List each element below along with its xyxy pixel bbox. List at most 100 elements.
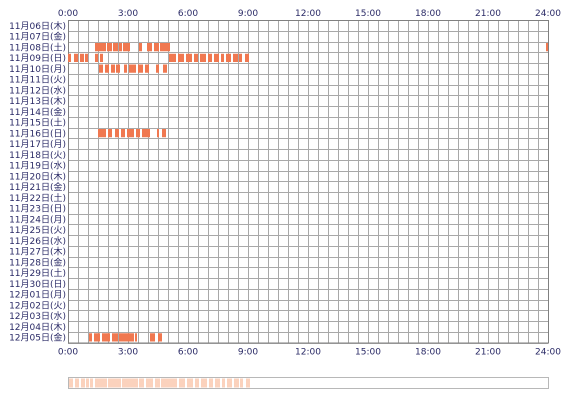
activity-bar <box>136 129 140 138</box>
activity-bar <box>135 333 137 342</box>
summary-shade <box>179 378 185 388</box>
x-tick-label-top: 9:00 <box>238 9 258 19</box>
x-tick-label-top: 15:00 <box>355 9 381 19</box>
activity-bars <box>68 43 548 342</box>
activity-bar <box>95 43 106 52</box>
summary-shade <box>122 378 138 388</box>
x-tick-label-bottom: 24:00 <box>535 348 561 358</box>
activity-bar <box>119 43 122 52</box>
date-label: 11月29日(土) <box>9 267 66 279</box>
date-label: 11月23日(日) <box>9 204 66 215</box>
summary-strip-frame <box>68 377 549 389</box>
activity-bar <box>95 53 98 62</box>
activity-bar <box>162 129 166 138</box>
activity-bar <box>105 64 109 73</box>
date-label: 11月30日(日) <box>9 279 66 290</box>
activity-bar <box>116 64 120 73</box>
summary-shade <box>215 378 220 388</box>
plot-border <box>68 20 549 344</box>
activity-bar <box>239 53 242 62</box>
activity-bar <box>226 53 231 62</box>
activity-bar <box>138 64 143 73</box>
top-time-axis: 0:00 3:00 6:00 9:00 12:00 15:00 18:00 21:00 24:0… <box>58 9 561 19</box>
activity-bar <box>123 43 130 52</box>
date-label: 12月01日(月) <box>9 290 66 301</box>
date-label: 12月05日(金) <box>9 332 66 344</box>
x-tick-label-bottom: 18:00 <box>415 348 441 358</box>
activity-bar <box>107 43 112 52</box>
activity-bar <box>147 43 152 52</box>
summary-shade <box>222 378 225 388</box>
date-label: 11月28日(金) <box>9 256 66 268</box>
date-label: 11月08日(土) <box>9 41 66 53</box>
activity-bar <box>127 129 134 138</box>
x-tick-label-top: 6:00 <box>178 9 198 19</box>
activity-bar <box>145 64 149 73</box>
date-label: 11月11日(火) <box>9 75 66 86</box>
date-label: 11月09日(日) <box>9 53 66 64</box>
date-labels: 11月06日(木)11月07日(金)11月08日(土)11月09日(日)11月1… <box>9 20 66 344</box>
activity-bar <box>112 333 118 342</box>
x-tick-label-bottom: 12:00 <box>295 348 321 358</box>
activity-bar <box>121 129 125 138</box>
x-tick-label-top: 21:00 <box>475 9 501 19</box>
summary-shade <box>227 378 232 388</box>
summary-shade <box>209 378 213 388</box>
activity-bar <box>178 53 184 62</box>
x-tick-label-bottom: 21:00 <box>475 348 501 358</box>
date-label: 11月16日(日) <box>9 128 66 139</box>
x-tick-label-top: 0:00 <box>58 9 78 19</box>
summary-strip <box>68 377 549 389</box>
summary-shade <box>139 378 144 388</box>
summary-shade <box>161 378 171 388</box>
date-label: 12月03日(水) <box>9 310 66 322</box>
activity-bar <box>142 129 150 138</box>
x-tick-label-top: 24:00 <box>535 9 561 19</box>
summary-shade <box>246 378 250 388</box>
date-label: 11月06日(木) <box>9 20 66 32</box>
summary-shade <box>187 378 193 388</box>
date-label: 11月10日(月) <box>9 64 66 75</box>
date-label: 12月04日(木) <box>9 321 66 333</box>
date-label: 11月24日(月) <box>9 214 66 225</box>
date-label: 11月27日(木) <box>9 246 66 258</box>
date-label: 11月19日(水) <box>9 160 66 172</box>
activity-bar <box>80 53 84 62</box>
summary-shade <box>90 378 93 388</box>
date-label: 11月22日(土) <box>9 192 66 204</box>
activity-bar <box>233 53 238 62</box>
activity-bar <box>111 64 115 73</box>
bottom-time-axis: 0:00 3:00 6:00 9:00 12:00 15:00 18:00 21:00 24:0… <box>58 348 561 358</box>
date-label: 12月02日(火) <box>9 300 66 311</box>
activity-bar <box>102 333 110 342</box>
activity-bar <box>157 129 159 138</box>
activity-bar <box>160 43 170 52</box>
activity-bar <box>68 53 71 62</box>
activity-bar <box>139 43 142 52</box>
activity-bar <box>163 64 167 73</box>
activity-bar <box>85 53 88 62</box>
date-label: 11月21日(金) <box>9 181 66 193</box>
date-label: 11月13日(木) <box>9 95 66 107</box>
activity-bar <box>119 333 134 342</box>
x-tick-label-bottom: 15:00 <box>355 348 381 358</box>
date-label: 11月07日(金) <box>9 31 66 43</box>
summary-shade <box>195 378 199 388</box>
summary-shade <box>69 378 73 388</box>
activity-bar <box>214 53 219 62</box>
date-label: 11月25日(火) <box>9 225 66 236</box>
activity-bar <box>245 53 249 62</box>
activity-bar <box>115 129 119 138</box>
summary-shade <box>234 378 239 388</box>
summary-shade <box>75 378 79 388</box>
activity-bar <box>156 64 159 73</box>
x-tick-label-bottom: 0:00 <box>58 348 78 358</box>
activity-bar <box>108 129 112 138</box>
activity-bar <box>194 53 198 62</box>
summary-shade <box>201 378 207 388</box>
activity-bar <box>74 53 78 62</box>
summary-shade <box>81 378 85 388</box>
activity-bar <box>221 53 224 62</box>
activity-bar <box>150 333 155 342</box>
